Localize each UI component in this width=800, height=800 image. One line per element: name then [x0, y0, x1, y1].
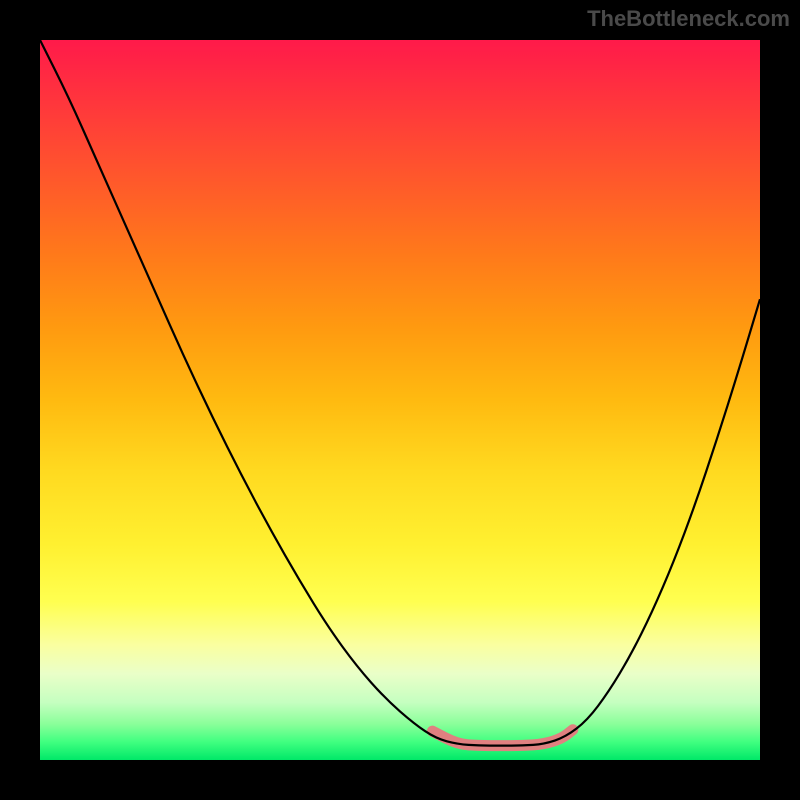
- bottleneck-chart: [40, 40, 760, 760]
- bottleneck-curve: [40, 40, 760, 746]
- chart-overlay: [40, 40, 760, 760]
- watermark-text: TheBottleneck.com: [587, 6, 790, 32]
